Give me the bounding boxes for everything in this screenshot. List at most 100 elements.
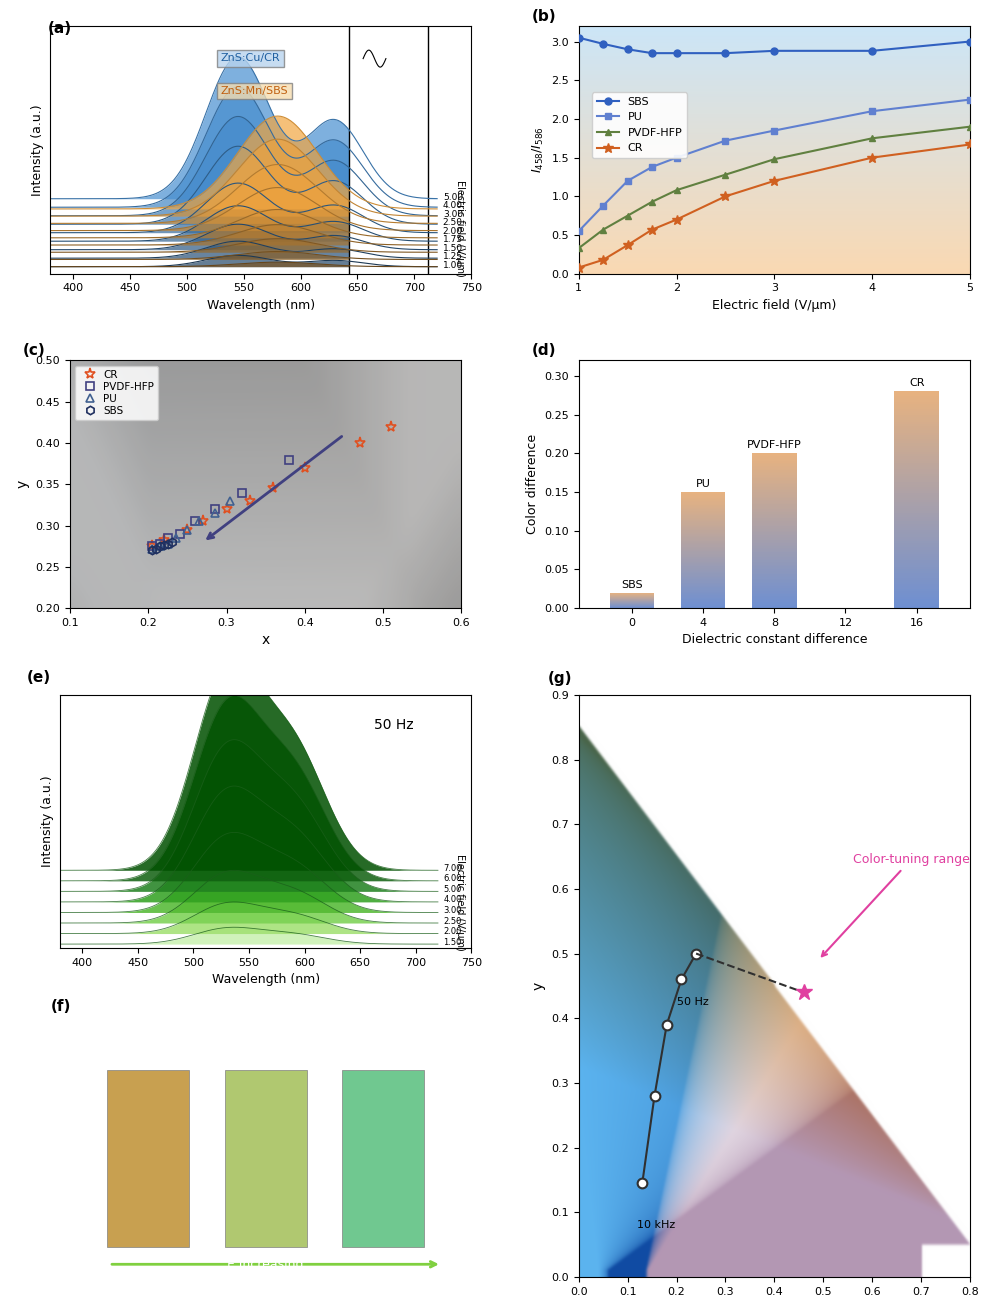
- CR: [597, 251, 609, 267]
- X-axis label: Electric field (V/μm): Electric field (V/μm): [712, 298, 837, 311]
- SBS: [146, 542, 158, 558]
- Bar: [894, 469, 939, 472]
- Text: 6.00: 6.00: [444, 874, 462, 883]
- Text: Electric field (V/μm): Electric field (V/μm): [455, 180, 465, 276]
- X-axis label: Wavelength (nm): Wavelength (nm): [212, 973, 320, 986]
- Bar: [752, 601, 797, 602]
- Bar: [752, 515, 797, 517]
- Bar: [894, 563, 939, 564]
- Bar: [752, 586, 797, 588]
- Bar: [894, 602, 939, 603]
- Bar: [894, 533, 939, 534]
- Line: CR: CR: [147, 421, 396, 551]
- Text: 1.75: 1.75: [443, 236, 463, 244]
- Bar: [894, 450, 939, 452]
- FancyBboxPatch shape: [225, 1070, 307, 1247]
- CR: [646, 222, 658, 237]
- Bar: [894, 489, 939, 491]
- Bar: [894, 413, 939, 416]
- Bar: [894, 521, 939, 524]
- Bar: [894, 491, 939, 494]
- Bar: [752, 461, 797, 463]
- Bar: [752, 468, 797, 469]
- Bar: [752, 455, 797, 456]
- Bar: [894, 564, 939, 567]
- PVDF-HFP: [719, 167, 731, 182]
- PVDF-HFP: [174, 526, 186, 542]
- Bar: [894, 530, 939, 533]
- PVDF-HFP: [236, 485, 248, 500]
- PVDF-HFP: [162, 530, 174, 546]
- Bar: [894, 597, 939, 599]
- Bar: [894, 417, 939, 420]
- Bar: [894, 474, 939, 476]
- Bar: [894, 539, 939, 541]
- SBS: [162, 536, 174, 551]
- CR: [622, 237, 634, 253]
- Bar: [752, 537, 797, 538]
- PU: [209, 506, 221, 521]
- CR: [267, 481, 279, 496]
- PVDF-HFP: [209, 502, 221, 517]
- Text: 1.50: 1.50: [444, 938, 462, 947]
- Bar: [894, 495, 939, 498]
- Bar: [752, 465, 797, 468]
- SBS: [866, 43, 878, 59]
- Text: (b): (b): [532, 9, 556, 25]
- Bar: [894, 595, 939, 597]
- Bar: [894, 420, 939, 422]
- Bar: [752, 485, 797, 486]
- PU: [964, 91, 976, 107]
- Bar: [894, 526, 939, 528]
- FancyBboxPatch shape: [349, 0, 428, 358]
- SBS: [573, 30, 585, 46]
- Bar: [752, 603, 797, 605]
- PU: [768, 122, 780, 138]
- Bar: [894, 520, 939, 521]
- Bar: [894, 534, 939, 537]
- CR: [768, 173, 780, 189]
- Bar: [752, 523, 797, 525]
- Bar: [894, 482, 939, 485]
- Bar: [752, 580, 797, 582]
- Bar: [894, 433, 939, 435]
- CR: [719, 189, 731, 205]
- Text: Color-tuning range: Color-tuning range: [822, 853, 969, 956]
- Legend: CR, PVDF-HFP, PU, SBS: CR, PVDF-HFP, PU, SBS: [75, 366, 158, 421]
- Bar: [894, 543, 939, 545]
- Bar: [894, 507, 939, 508]
- Bar: [894, 498, 939, 500]
- Bar: [752, 547, 797, 550]
- Bar: [752, 545, 797, 546]
- PVDF-HFP: [646, 194, 658, 210]
- Legend: SBS, PU, PVDF-HFP, CR: SBS, PU, PVDF-HFP, CR: [592, 93, 687, 158]
- Bar: [894, 459, 939, 461]
- PU: [170, 530, 182, 546]
- Bar: [752, 569, 797, 571]
- Bar: [752, 521, 797, 523]
- SBS: [671, 46, 683, 61]
- Bar: [752, 559, 797, 560]
- Bar: [894, 437, 939, 439]
- Bar: [894, 455, 939, 456]
- Text: (a): (a): [48, 21, 72, 36]
- Bar: [894, 502, 939, 504]
- CR: [299, 460, 311, 476]
- Text: (e): (e): [27, 670, 51, 685]
- Bar: [752, 513, 797, 515]
- Bar: [894, 416, 939, 417]
- Bar: [894, 397, 939, 400]
- CR: [244, 493, 256, 508]
- Bar: [752, 526, 797, 528]
- PVDF-HFP: [189, 513, 201, 529]
- Bar: [894, 599, 939, 602]
- Bar: [752, 476, 797, 477]
- Bar: [752, 575, 797, 576]
- CR: [964, 137, 976, 152]
- Bar: [752, 486, 797, 487]
- Bar: [752, 550, 797, 551]
- Bar: [894, 409, 939, 410]
- Text: 5.00: 5.00: [443, 193, 463, 202]
- PVDF-HFP: [964, 119, 976, 134]
- Text: 4.00: 4.00: [443, 202, 463, 210]
